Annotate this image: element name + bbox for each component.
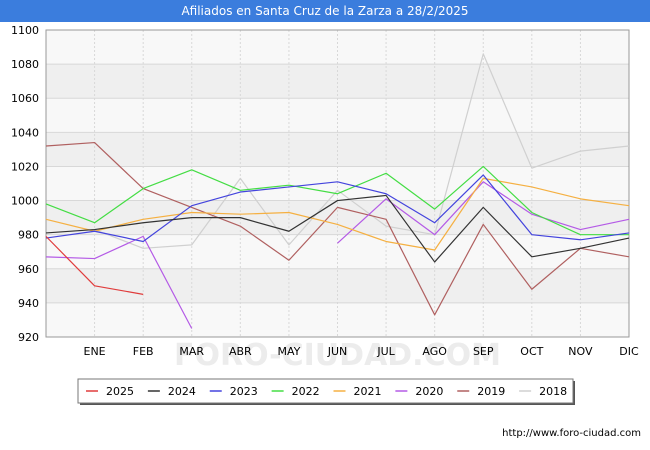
plot-band xyxy=(46,268,629,303)
legend-label-2022: 2022 xyxy=(292,385,320,398)
legend-label-2025: 2025 xyxy=(106,385,134,398)
y-tick-label: 1000 xyxy=(11,195,39,208)
y-tick-label: 1020 xyxy=(11,160,39,173)
series-line-2021 xyxy=(45,177,630,251)
series-line-2020 xyxy=(45,235,193,329)
x-tick-label: ENE xyxy=(84,345,106,358)
y-tick-label: 980 xyxy=(18,229,39,242)
series-line-2022 xyxy=(45,165,629,236)
plot-band xyxy=(46,132,629,167)
legend-label-2018: 2018 xyxy=(539,385,567,398)
y-tick-label: 1100 xyxy=(11,24,39,37)
legend-label-2020: 2020 xyxy=(415,385,443,398)
y-tick-label: 1060 xyxy=(11,92,39,105)
x-tick-label: JUN xyxy=(327,345,348,358)
series-line-2020 xyxy=(337,181,630,244)
chart-title: Afiliados en Santa Cruz de la Zarza a 28… xyxy=(181,4,469,18)
x-tick-label: DIC xyxy=(619,345,639,358)
legend xyxy=(77,378,574,404)
x-tick-label: AGO xyxy=(422,345,447,358)
title-bar xyxy=(0,0,650,22)
y-tick-label: 960 xyxy=(18,263,39,276)
x-tick-label: ABR xyxy=(229,345,252,358)
x-tick-label: JUL xyxy=(376,345,395,358)
x-tick-label: SEP xyxy=(473,345,494,358)
y-tick-label: 1040 xyxy=(11,126,39,139)
watermark: FORO-CIUDAD.COM xyxy=(174,338,501,373)
x-tick-label: MAR xyxy=(179,345,204,358)
series-line-2023 xyxy=(45,174,630,243)
x-tick-label: FEB xyxy=(133,345,154,358)
legend-label-2024: 2024 xyxy=(168,385,196,398)
legend-label-2021: 2021 xyxy=(354,385,382,398)
legend-label-2019: 2019 xyxy=(477,385,505,398)
x-tick-label: MAY xyxy=(277,345,300,358)
y-tick-label: 920 xyxy=(18,331,39,344)
legend-label-2023: 2023 xyxy=(230,385,258,398)
series-line-2024 xyxy=(45,194,630,263)
series-line-2018 xyxy=(94,53,630,249)
y-tick-label: 940 xyxy=(18,297,39,310)
plot-border xyxy=(45,29,630,338)
plot-band xyxy=(46,64,629,99)
x-tick-label: NOV xyxy=(568,345,593,358)
x-tick-label: OCT xyxy=(520,345,543,358)
source-link[interactable]: http://www.foro-ciudad.com xyxy=(502,428,641,439)
series-line-2025 xyxy=(45,235,144,295)
y-tick-label: 1080 xyxy=(11,58,39,71)
